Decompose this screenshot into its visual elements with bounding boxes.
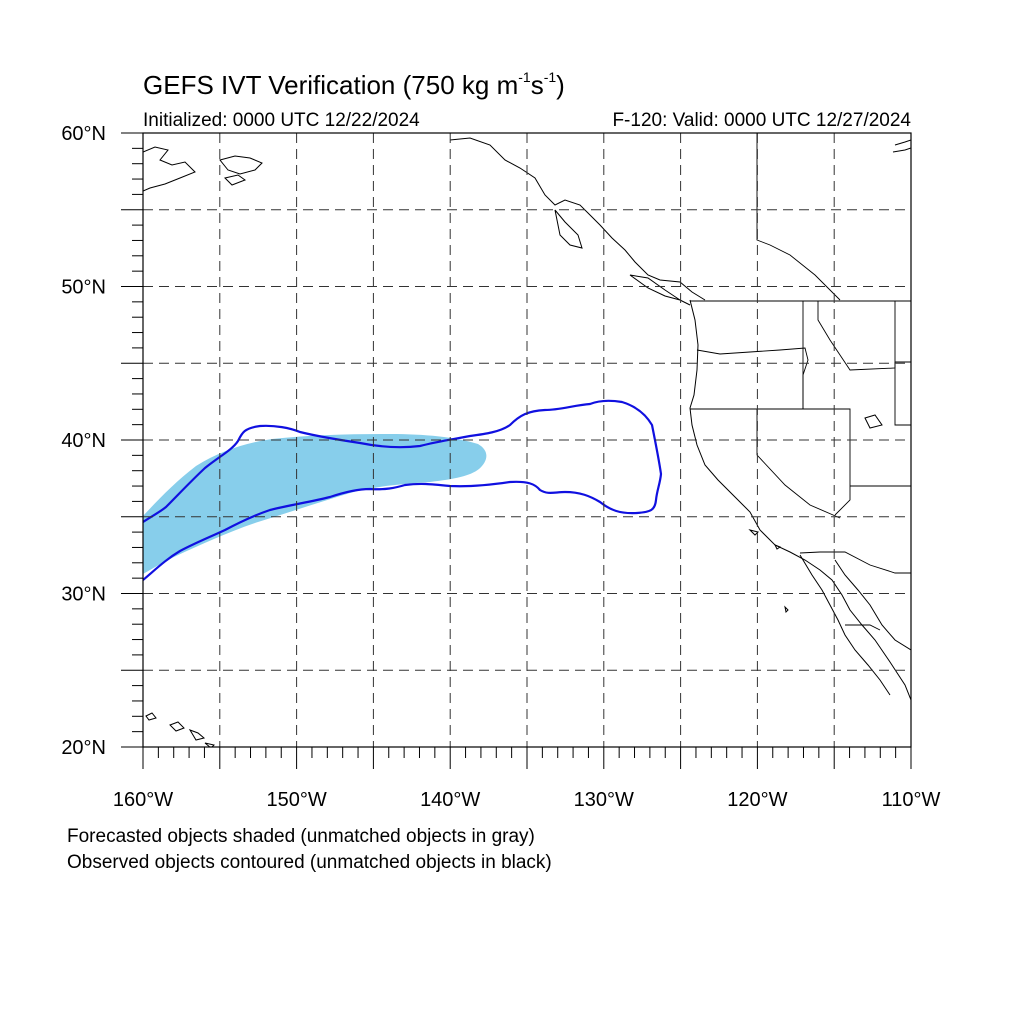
lon-tick-label: 160°W [113,789,173,811]
axis-labels: 160°W 150°W 140°W 130°W 120°W 110°W 20°N 30°N 40… [61,123,940,811]
lat-tick-label: 50°N [61,277,106,299]
axis-ticks [121,132,912,769]
title-suffix: ) [556,70,565,100]
initialized-label: Initialized: 0000 UTC 12/22/2024 [143,110,420,131]
lon-tick-label: 140°W [420,789,480,811]
lon-tick-label: 120°W [727,789,787,811]
lon-tick-label: 110°W [882,789,941,811]
lon-tick-label: 130°W [574,789,634,811]
chart-title: GEFS IVT Verification (750 kg m-1s-1) [143,69,565,101]
map-area [143,133,911,747]
lat-tick-label: 30°N [61,584,106,606]
graticule [143,133,911,747]
title-prefix: GEFS IVT Verification (750 kg m [143,70,519,100]
lat-tick-label: 40°N [61,430,106,452]
title-middle: s [530,70,544,100]
caption-observed: Observed objects contoured (unmatched ob… [67,852,552,873]
forecast-ivt-object [143,434,487,574]
title-exponent-2: -1 [543,69,557,86]
lat-tick-label: 60°N [61,123,106,145]
caption-forecast: Forecasted objects shaded (unmatched obj… [67,826,535,847]
lon-tick-label: 150°W [266,789,326,811]
observed-ivt-contour [143,399,663,581]
valid-time-label: F-120: Valid: 0000 UTC 12/27/2024 [612,110,911,131]
title-exponent-1: -1 [518,69,531,86]
lat-tick-label: 20°N [61,737,106,759]
